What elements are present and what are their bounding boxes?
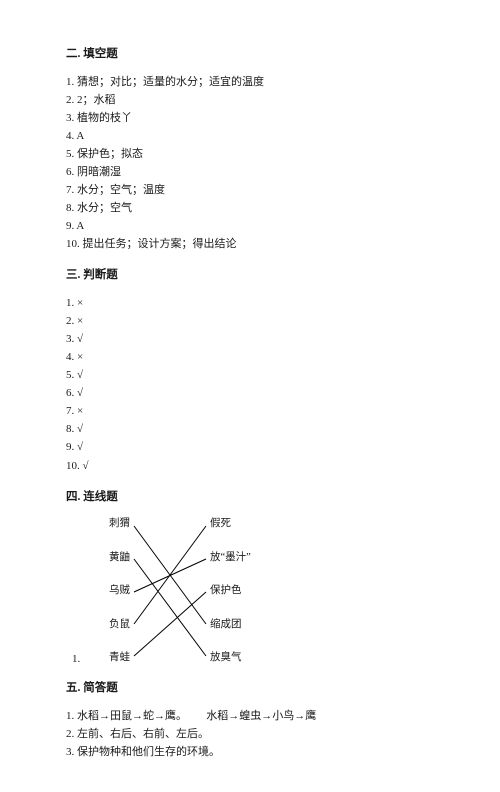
- list-item: 10. 提出任务；设计方案；得出结论: [66, 236, 442, 253]
- list-item: 3. 植物的枝丫: [66, 110, 442, 127]
- section2-items: 1. 猜想；对比；适量的水分；适宜的温度2. 2；水稻3. 植物的枝丫4. A5…: [66, 74, 442, 253]
- list-item: 缩成团: [210, 617, 290, 633]
- list-item: 5. √: [66, 367, 442, 384]
- list-item: 8. √: [66, 421, 442, 438]
- list-item: 刺猬: [90, 516, 130, 532]
- list-item: 6. √: [66, 385, 442, 402]
- section3-items: 1. ×2. ×3. √4. ×5. √6. √7. ×8. √9. √ 10. …: [66, 295, 442, 474]
- section4-heading: 四. 连线题: [66, 489, 442, 507]
- page: 二. 填空题 1. 猜想；对比；适量的水分；适宜的温度2. 2；水稻3. 植物的…: [0, 0, 500, 792]
- matching-number: 1.: [72, 651, 80, 668]
- list-item: 7. 水分；空气；温度: [66, 182, 442, 199]
- list-item: 4. A: [66, 128, 442, 145]
- list-item: 7. ×: [66, 403, 442, 420]
- list-item: 1. ×: [66, 295, 442, 312]
- list-item: 2. 2；水稻: [66, 92, 442, 109]
- list-item: 3. √: [66, 331, 442, 348]
- matching-diagram: 1. 刺猬黄鼬乌贼负鼠青蛙 假死放“墨汁”保护色缩成团放臭气: [90, 516, 290, 666]
- list-item: 3. 保护物种和他们生存的环境。: [66, 744, 442, 761]
- list-item: 9. √: [66, 439, 442, 456]
- section5-items: 1. 水稻→田鼠→蛇→鹰。 水稻→蝗虫→小鸟→鹰2. 左前、右后、右前、左后。3…: [66, 708, 442, 761]
- list-item: 10. √: [66, 458, 442, 475]
- matching-right-col: 假死放“墨汁” 保护色缩成团放臭气: [210, 516, 290, 666]
- list-item: 1. 猜想；对比；适量的水分；适宜的温度: [66, 74, 442, 91]
- matching-lines: [130, 516, 210, 666]
- list-item: 9. A: [66, 218, 442, 235]
- section5-heading: 五. 简答题: [66, 680, 442, 698]
- list-item: 假死: [210, 516, 290, 532]
- list-item: 负鼠: [90, 617, 130, 633]
- list-item: 8. 水分；空气: [66, 200, 442, 217]
- list-item: 1. 水稻→田鼠→蛇→鹰。 水稻→蝗虫→小鸟→鹰: [66, 708, 442, 725]
- section3-heading: 三. 判断题: [66, 267, 442, 285]
- matching-left-col: 刺猬黄鼬乌贼负鼠青蛙: [90, 516, 130, 666]
- list-item: 5. 保护色；拟态: [66, 146, 442, 163]
- list-item: 放“墨汁”: [210, 550, 290, 566]
- list-item: 乌贼: [90, 583, 130, 599]
- list-item: 2. 左前、右后、右前、左后。: [66, 726, 442, 743]
- list-item: 6. 阴暗潮湿: [66, 164, 442, 181]
- list-item: 保护色: [210, 583, 290, 599]
- list-item: 黄鼬: [90, 550, 130, 566]
- list-item: 2. ×: [66, 313, 442, 330]
- list-item: 青蛙: [90, 650, 130, 666]
- list-item: 4. ×: [66, 349, 442, 366]
- list-item: 放臭气: [210, 650, 290, 666]
- section2-heading: 二. 填空题: [66, 46, 442, 64]
